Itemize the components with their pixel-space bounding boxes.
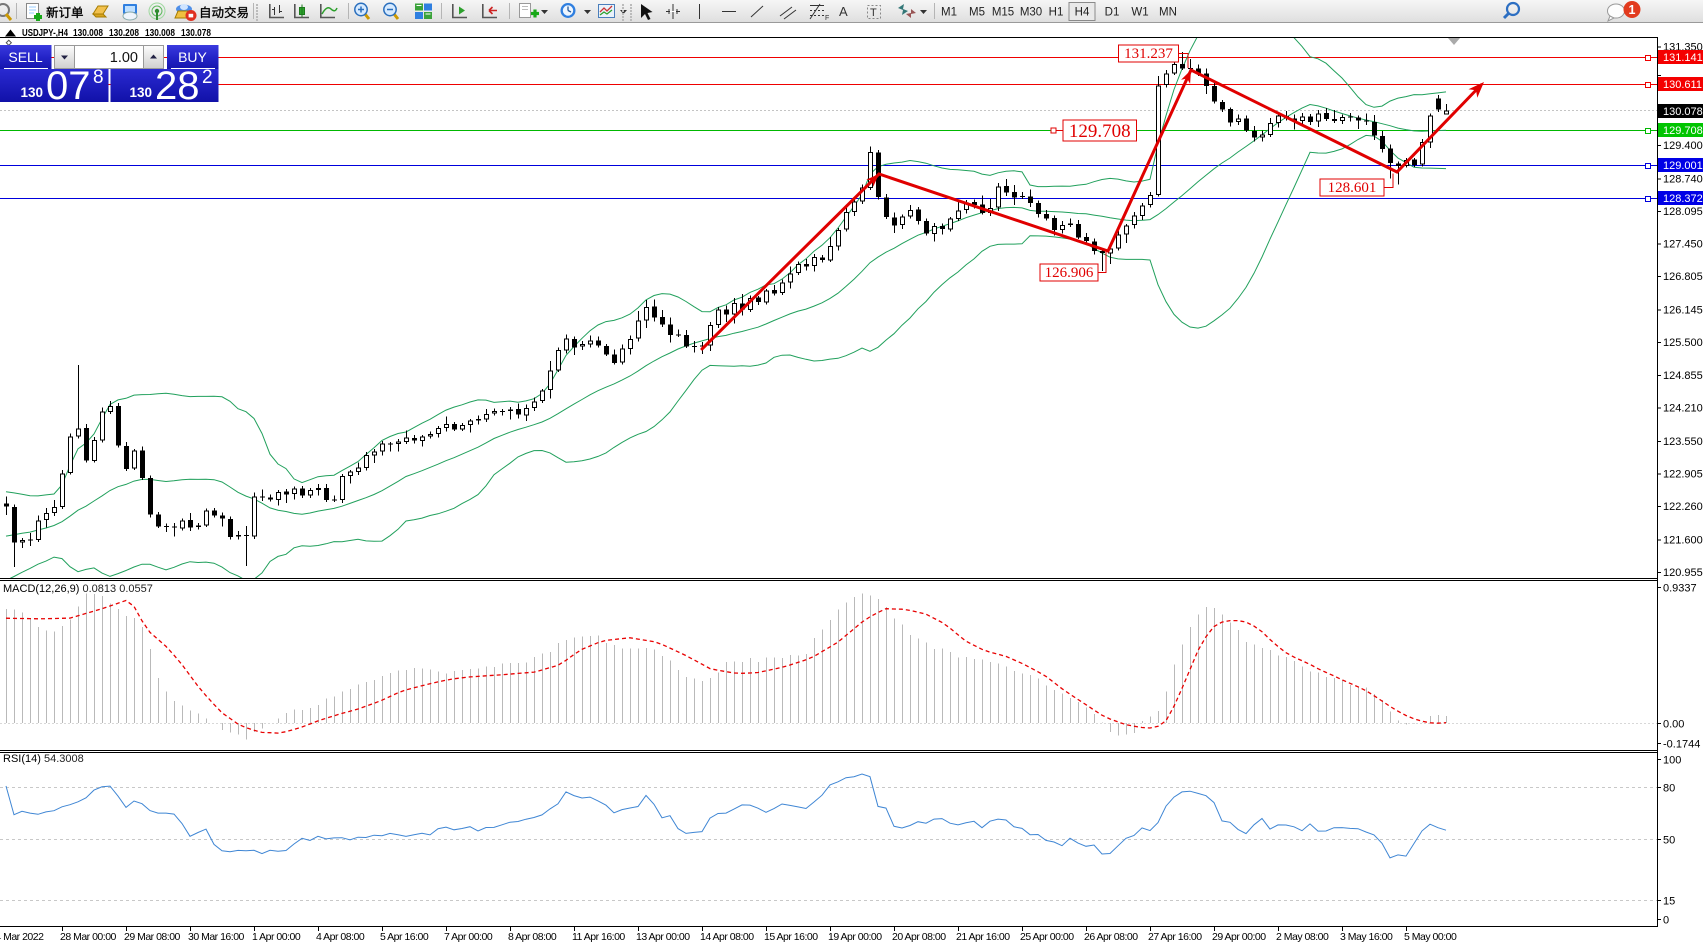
- svg-text:130.078: 130.078: [1663, 106, 1703, 118]
- svg-text:15 Apr 16:00: 15 Apr 16:00: [764, 931, 818, 942]
- svg-text:29 Apr 00:00: 29 Apr 00:00: [1212, 931, 1266, 942]
- svg-text:130.208: 130.208: [109, 27, 139, 39]
- svg-text:128.740: 128.740: [1663, 173, 1703, 185]
- svg-text:8: 8: [93, 67, 104, 88]
- svg-text:126.145: 126.145: [1663, 305, 1703, 317]
- svg-text:0: 0: [1663, 915, 1669, 927]
- svg-text:2 May 08:00: 2 May 08:00: [1276, 931, 1329, 942]
- svg-text:21 Apr 16:00: 21 Apr 16:00: [956, 931, 1010, 942]
- svg-text:27 Apr 16:00: 27 Apr 16:00: [1148, 931, 1202, 942]
- svg-text:128.372: 128.372: [1663, 193, 1703, 205]
- svg-text:07: 07: [46, 64, 91, 108]
- svg-text:124.855: 124.855: [1663, 370, 1703, 382]
- svg-text:MACD(12,26,9) 0.0813 0.0557: MACD(12,26,9) 0.0813 0.0557: [3, 583, 153, 595]
- svg-text:130.008: 130.008: [145, 27, 175, 39]
- svg-text:129.400: 129.400: [1663, 140, 1703, 152]
- svg-text:30 Mar 16:00: 30 Mar 16:00: [188, 931, 245, 942]
- svg-text:130.008: 130.008: [73, 27, 103, 39]
- svg-text:80: 80: [1663, 783, 1675, 795]
- svg-text:1.00: 1.00: [110, 50, 138, 66]
- svg-text:14 Apr 08:00: 14 Apr 08:00: [700, 931, 754, 942]
- svg-text:MN: MN: [1159, 7, 1177, 19]
- svg-text:129.708: 129.708: [1663, 125, 1703, 137]
- svg-text:USDJPY-,H4: USDJPY-,H4: [22, 27, 68, 39]
- svg-text:100: 100: [1663, 755, 1681, 767]
- svg-text:122.905: 122.905: [1663, 468, 1703, 480]
- svg-text:125.500: 125.500: [1663, 337, 1703, 349]
- svg-text:13 Apr 00:00: 13 Apr 00:00: [636, 931, 690, 942]
- svg-text:1: 1: [1629, 3, 1636, 17]
- svg-text:25 Apr 00:00: 25 Apr 00:00: [1020, 931, 1074, 942]
- svg-text:131.237: 131.237: [1124, 46, 1173, 62]
- svg-text:130: 130: [129, 85, 152, 100]
- svg-text:0.9337: 0.9337: [1663, 583, 1697, 595]
- svg-text:129.708: 129.708: [1069, 121, 1131, 142]
- svg-text:1 Apr 00:00: 1 Apr 00:00: [252, 931, 301, 942]
- svg-text:3 May 16:00: 3 May 16:00: [1340, 931, 1393, 942]
- svg-text:M1: M1: [941, 7, 957, 19]
- svg-text:2: 2: [202, 67, 213, 88]
- svg-text:7 Apr 00:00: 7 Apr 00:00: [444, 931, 493, 942]
- svg-text:D1: D1: [1105, 7, 1120, 19]
- svg-text:5 May 00:00: 5 May 00:00: [1404, 931, 1457, 942]
- svg-text:131.141: 131.141: [1663, 52, 1703, 64]
- svg-text:5 Apr 16:00: 5 Apr 16:00: [380, 931, 429, 942]
- svg-text:0.00: 0.00: [1663, 719, 1684, 731]
- svg-text:M30: M30: [1020, 7, 1042, 19]
- svg-text:128.095: 128.095: [1663, 206, 1703, 218]
- svg-text:121.600: 121.600: [1663, 534, 1703, 546]
- svg-text:28 Mar 00:00: 28 Mar 00:00: [60, 931, 117, 942]
- svg-text:T: T: [870, 7, 877, 19]
- svg-text:122.260: 122.260: [1663, 501, 1703, 513]
- svg-text:RSI(14) 54.3008: RSI(14) 54.3008: [3, 753, 84, 765]
- svg-text:15: 15: [1663, 896, 1675, 908]
- svg-text:-0.1744: -0.1744: [1663, 739, 1700, 751]
- svg-text:A: A: [839, 4, 848, 19]
- svg-text:128.601: 128.601: [1328, 180, 1377, 196]
- svg-text:F: F: [825, 15, 829, 22]
- svg-text:130.611: 130.611: [1663, 79, 1702, 91]
- svg-text:19 Apr 00:00: 19 Apr 00:00: [828, 931, 882, 942]
- svg-text:4 Apr 08:00: 4 Apr 08:00: [316, 931, 365, 942]
- svg-text:SELL: SELL: [8, 49, 42, 65]
- svg-text:8 Apr 08:00: 8 Apr 08:00: [508, 931, 557, 942]
- svg-text:130.078: 130.078: [181, 27, 211, 39]
- svg-text:H1: H1: [1049, 7, 1064, 19]
- svg-text:28: 28: [155, 64, 200, 108]
- svg-text:130: 130: [20, 85, 43, 100]
- svg-text:H4: H4: [1075, 7, 1090, 19]
- svg-text:20 Apr 08:00: 20 Apr 08:00: [892, 931, 946, 942]
- svg-text:26 Apr 08:00: 26 Apr 08:00: [1084, 931, 1138, 942]
- svg-text:126.906: 126.906: [1045, 265, 1094, 281]
- svg-text:M15: M15: [992, 7, 1014, 19]
- svg-text:BUY: BUY: [178, 49, 207, 65]
- svg-text:127.450: 127.450: [1663, 239, 1703, 251]
- svg-text:11 Apr 16:00: 11 Apr 16:00: [572, 931, 625, 942]
- svg-text:M5: M5: [969, 7, 985, 19]
- svg-text:24 Mar 2022: 24 Mar 2022: [0, 931, 44, 942]
- svg-text:124.210: 124.210: [1663, 402, 1703, 414]
- svg-text:123.550: 123.550: [1663, 436, 1703, 448]
- svg-text:126.805: 126.805: [1663, 271, 1703, 283]
- svg-text:129.001: 129.001: [1663, 160, 1703, 172]
- svg-text:50: 50: [1663, 835, 1675, 847]
- svg-text:29 Mar 08:00: 29 Mar 08:00: [124, 931, 181, 942]
- svg-text:120.955: 120.955: [1663, 567, 1703, 579]
- svg-text:W1: W1: [1131, 7, 1148, 19]
